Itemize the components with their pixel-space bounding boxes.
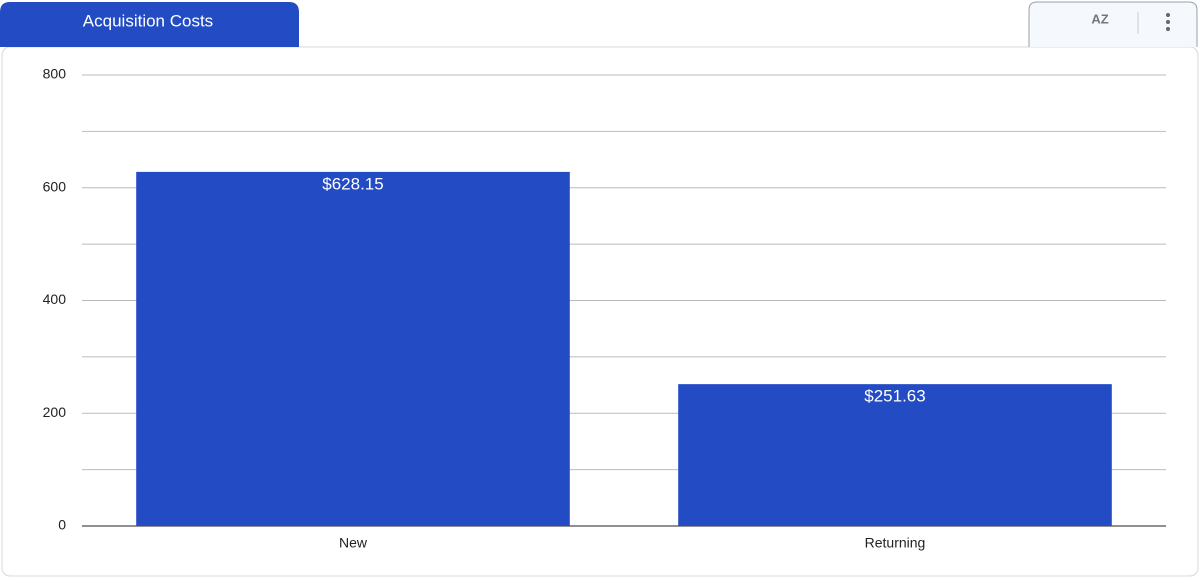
toolbar: [1028, 1, 1198, 47]
y-tick-label: 0: [58, 517, 66, 533]
y-tick-label: 600: [43, 178, 67, 194]
x-tick-label: Returning: [865, 535, 926, 551]
chart-title: Acquisition Costs: [83, 11, 213, 30]
more-button[interactable]: [1166, 13, 1170, 31]
chart-tab[interactable]: [0, 2, 299, 47]
y-tick-label: 200: [43, 404, 67, 420]
bar: [678, 384, 1112, 526]
dot: [1166, 13, 1170, 17]
x-tick-label: New: [339, 535, 368, 551]
dot: [1166, 20, 1170, 24]
bar: [136, 171, 570, 526]
y-tick-label: 400: [43, 291, 67, 307]
y-tick-label: 800: [43, 66, 67, 82]
sort-button[interactable]: AZ: [1091, 11, 1108, 26]
value-label: $628.15: [322, 174, 383, 193]
dot: [1166, 27, 1170, 31]
value-label: $251.63: [864, 387, 925, 406]
